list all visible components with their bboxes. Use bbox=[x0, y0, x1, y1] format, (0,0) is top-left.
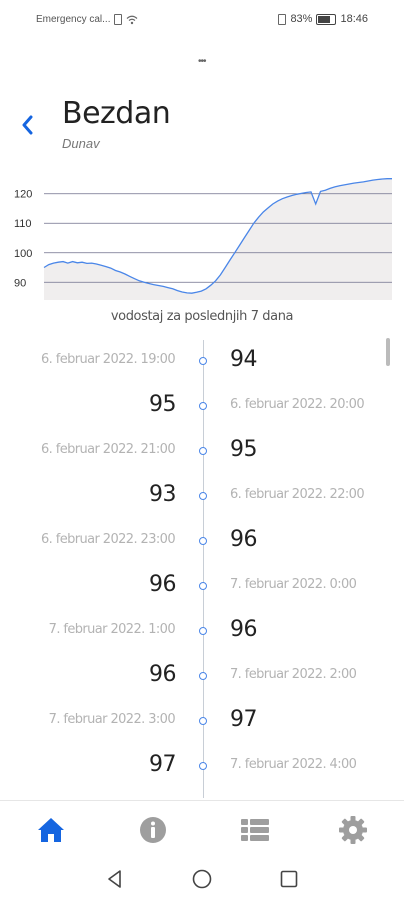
status-time: 18:46 bbox=[340, 13, 368, 25]
triangle-back-icon bbox=[108, 870, 121, 888]
timeline-row[interactable]: 7. februar 2022. 1:00 96 bbox=[0, 613, 404, 658]
reading-value: 96 bbox=[230, 617, 258, 642]
system-recents-button[interactable] bbox=[278, 868, 300, 890]
timeline-dot bbox=[199, 402, 207, 410]
timeline-row[interactable]: 7. februar 2022. 0:00 96 bbox=[0, 568, 404, 613]
timeline-row[interactable]: 7. februar 2022. 2:00 96 bbox=[0, 658, 404, 703]
status-bar: Emergency cal... 83% 18:46 bbox=[0, 0, 404, 40]
water-level-chart: 90 100 110 120 bbox=[14, 178, 392, 300]
timeline-dot bbox=[199, 762, 207, 770]
scrollbar[interactable] bbox=[386, 338, 390, 366]
nav-home[interactable] bbox=[34, 813, 68, 847]
timeline-dot bbox=[199, 582, 207, 590]
drag-handle-icon: ••• bbox=[198, 56, 206, 67]
y-tick-label: 90 bbox=[14, 277, 26, 289]
y-tick-label: 120 bbox=[14, 189, 32, 201]
nav-info[interactable] bbox=[136, 813, 170, 847]
timeline-dot bbox=[199, 537, 207, 545]
timeline-dot bbox=[199, 627, 207, 635]
system-back-button[interactable] bbox=[104, 868, 126, 890]
page-title: Bezdan bbox=[62, 96, 171, 131]
nav-list[interactable] bbox=[238, 813, 272, 847]
chart-area bbox=[44, 178, 392, 300]
timeline-dot bbox=[199, 447, 207, 455]
timeline-row[interactable]: 6. februar 2022. 20:00 95 bbox=[0, 388, 404, 433]
reading-timestamp: 7. februar 2022. 2:00 bbox=[230, 667, 357, 682]
back-button[interactable] bbox=[16, 110, 40, 140]
circle-home-icon bbox=[192, 869, 212, 889]
reading-value: 94 bbox=[230, 347, 258, 372]
carrier-text: Emergency cal... bbox=[36, 14, 111, 25]
nav-settings[interactable] bbox=[336, 813, 370, 847]
timeline-dot bbox=[199, 357, 207, 365]
reading-timestamp: 6. februar 2022. 23:00 bbox=[40, 532, 176, 547]
reading-timestamp: 6. februar 2022. 22:00 bbox=[230, 487, 365, 502]
battery-icon bbox=[316, 13, 337, 25]
reading-timeline[interactable]: 6. februar 2022. 19:00 94 6. februar 2022.… bbox=[0, 340, 404, 798]
timeline-dot bbox=[199, 492, 207, 500]
page-subtitle: Dunav bbox=[62, 136, 100, 151]
reading-timestamp: 6. februar 2022. 19:00 bbox=[40, 352, 176, 367]
series-line bbox=[43, 178, 392, 294]
gear-icon bbox=[339, 816, 367, 844]
home-icon bbox=[38, 818, 64, 842]
wifi-icon bbox=[127, 15, 138, 24]
timeline-row[interactable]: 6. februar 2022. 23:00 96 bbox=[0, 523, 404, 568]
reading-value: 96 bbox=[149, 572, 177, 597]
system-home-button[interactable] bbox=[191, 868, 213, 890]
y-tick-label: 100 bbox=[14, 248, 32, 260]
reading-timestamp: 6. februar 2022. 20:00 bbox=[230, 397, 365, 412]
system-nav-bar bbox=[0, 858, 404, 900]
bottom-nav bbox=[0, 800, 404, 859]
reading-timestamp: 7. februar 2022. 3:00 bbox=[48, 712, 176, 727]
timeline-dot bbox=[199, 672, 207, 680]
timeline-row[interactable]: 6. februar 2022. 19:00 94 bbox=[0, 343, 404, 388]
reading-value: 95 bbox=[149, 392, 177, 417]
sim-icon bbox=[114, 14, 123, 25]
timeline-row[interactable]: 7. februar 2022. 3:00 97 bbox=[0, 703, 404, 748]
reading-value: 96 bbox=[149, 662, 177, 687]
status-right: 83% 18:46 bbox=[278, 13, 368, 25]
vibrate-icon bbox=[278, 13, 287, 25]
info-icon bbox=[140, 817, 166, 843]
timeline-row[interactable]: 6. februar 2022. 21:00 95 bbox=[0, 433, 404, 478]
timeline-line bbox=[203, 340, 204, 798]
chart-caption: vodostaj za poslednjih 7 dana bbox=[110, 309, 294, 324]
reading-value: 93 bbox=[149, 482, 177, 507]
reading-timestamp: 7. februar 2022. 4:00 bbox=[230, 757, 357, 772]
timeline-dot bbox=[199, 717, 207, 725]
reading-value: 97 bbox=[149, 752, 177, 777]
reading-timestamp: 7. februar 2022. 1:00 bbox=[48, 622, 176, 637]
y-tick-label: 110 bbox=[14, 218, 32, 230]
battery-percent: 83% bbox=[290, 13, 313, 25]
reading-value: 97 bbox=[230, 707, 258, 732]
chevron-left-icon bbox=[22, 115, 33, 135]
reading-value: 96 bbox=[230, 527, 258, 552]
timeline-row[interactable]: 6. februar 2022. 22:00 93 bbox=[0, 478, 404, 523]
reading-timestamp: 7. februar 2022. 0:00 bbox=[230, 577, 357, 592]
status-left: Emergency cal... bbox=[36, 14, 138, 25]
square-recents-icon bbox=[280, 870, 298, 888]
list-icon bbox=[241, 819, 269, 841]
timeline-row[interactable]: 7. februar 2022. 4:00 97 bbox=[0, 748, 404, 793]
reading-timestamp: 6. februar 2022. 21:00 bbox=[40, 442, 176, 457]
reading-value: 95 bbox=[230, 437, 258, 462]
